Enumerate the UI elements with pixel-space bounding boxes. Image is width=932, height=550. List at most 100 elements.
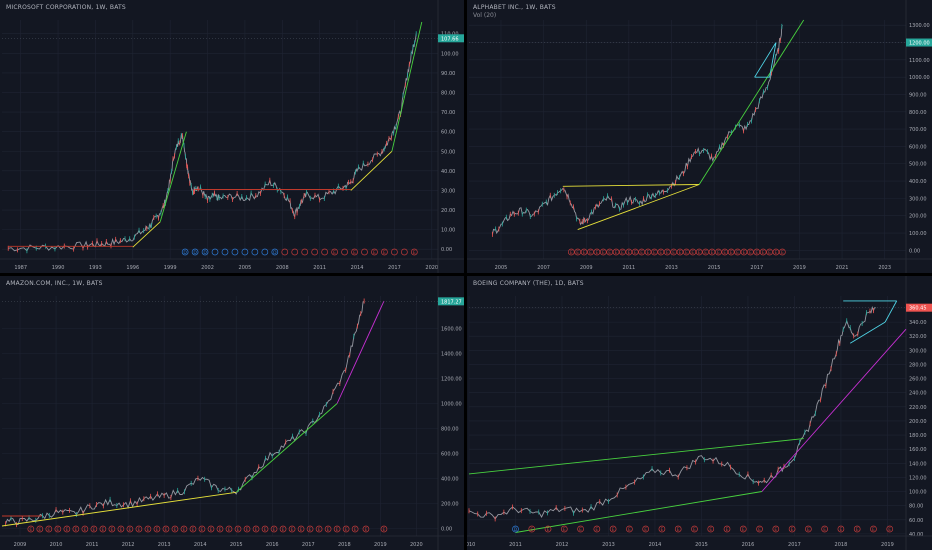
x-tick-label: 2023 <box>878 265 891 271</box>
earnings-marker <box>153 525 161 533</box>
ba-chart-panel[interactable]: 40.00 60.00 80.00 100.00 120.00 140.00 160.00 1… <box>467 276 932 550</box>
dividend-marker-label: D <box>203 250 207 256</box>
last-price-label: 107.66 <box>441 36 459 42</box>
earnings-marker-label: E <box>56 527 59 533</box>
earnings-marker-label: E <box>615 250 618 256</box>
price-series-line <box>8 33 417 252</box>
earnings-marker-label: E <box>83 527 86 533</box>
earnings-marker <box>609 525 617 533</box>
earnings-marker <box>162 525 170 533</box>
earnings-marker <box>380 525 388 533</box>
earnings-marker-label: E <box>365 527 368 533</box>
earnings-marker <box>574 248 582 256</box>
earnings-marker <box>626 525 633 533</box>
yellow-trendline <box>577 184 700 231</box>
x-tick-label: 2002 <box>201 265 214 271</box>
earnings-marker-label: E <box>693 527 696 533</box>
y-tick-label: 500.00 <box>909 162 927 168</box>
x-tick-label: 2013 <box>665 265 678 271</box>
earnings-marker <box>27 525 35 533</box>
y-tick-label: 0.00 <box>909 248 920 254</box>
earnings-marker-label: E <box>659 250 662 256</box>
earnings-marker <box>689 248 697 256</box>
x-tick-label: 2019 <box>793 265 806 271</box>
last-price-badge <box>906 38 932 47</box>
earnings-marker-label: E <box>677 527 680 533</box>
earnings-marker <box>772 525 780 533</box>
x-tick-label: 2019 <box>881 542 894 548</box>
earnings-marker <box>756 525 763 533</box>
earnings-marker-label: E <box>711 250 714 256</box>
earnings-marker <box>708 248 716 256</box>
earnings-marker <box>207 525 215 533</box>
x-tick-label: 1999 <box>164 265 177 271</box>
earnings-marker <box>333 525 341 533</box>
earnings-marker <box>567 248 575 256</box>
earnings-marker <box>528 525 536 533</box>
msft-chart-svg: 0.00 10.00 20.00 30.00 40.00 50.00 60.00 70.00 8… <box>0 0 464 273</box>
earnings-marker-label: E <box>579 527 582 533</box>
y-tick-label: 1300.00 <box>909 23 930 29</box>
earnings-marker <box>311 248 319 256</box>
amzn-chart-svg: 0.00 200.00 400.00 600.00 800.00 1000.00 1200.… <box>0 276 464 550</box>
earnings-marker-label: E <box>774 527 777 533</box>
earnings-marker-label: E <box>291 527 294 533</box>
last-price-label: 1817.27 <box>441 299 462 305</box>
earnings-marker-label: E <box>413 250 416 256</box>
y-tick-label: 200.00 <box>909 214 927 220</box>
earnings-marker <box>593 248 601 256</box>
y-tick-label: 0.00 <box>441 527 452 533</box>
earnings-marker <box>306 525 314 533</box>
x-tick-label: 2011 <box>623 265 636 271</box>
y-tick-label: 140.00 <box>909 461 927 467</box>
earnings-marker <box>651 248 658 256</box>
earnings-marker-label: E <box>255 527 258 533</box>
earnings-marker-label: E <box>576 250 579 256</box>
y-tick-label: 320.00 <box>909 334 927 340</box>
x-tick-label: 2016 <box>266 542 279 548</box>
y-tick-label: 50.00 <box>441 149 455 155</box>
x-tick-label: 2012 <box>556 542 569 548</box>
earnings-marker <box>670 248 677 256</box>
last-price-badge <box>906 303 932 312</box>
x-tick-label: 2005 <box>495 265 508 271</box>
earnings-marker <box>631 248 639 256</box>
earnings-marker-label: E <box>119 527 122 533</box>
earnings-marker <box>657 248 665 256</box>
dividend-marker <box>211 248 219 256</box>
dividend-marker <box>271 248 279 256</box>
earnings-marker-label: E <box>309 527 312 533</box>
earnings-marker-label: E <box>165 527 168 533</box>
dividend-marker-label: D <box>273 250 277 256</box>
x-tick-label: 2018 <box>835 542 848 548</box>
earnings-marker <box>715 248 722 256</box>
earnings-marker-label: E <box>110 527 113 533</box>
earnings-marker-label: E <box>101 527 104 533</box>
x-tick-label: 2008 <box>276 265 289 271</box>
green-trendline <box>235 403 338 493</box>
yellow-trendline <box>132 221 161 248</box>
dividend-marker-label: D <box>514 527 518 533</box>
x-tick-label: 2014 <box>194 542 207 548</box>
x-tick-label: 2011 <box>509 542 522 548</box>
price-series-line <box>468 305 876 520</box>
earnings-marker <box>297 525 305 533</box>
earnings-marker-label: E <box>672 250 675 256</box>
googl-chart-panel[interactable]: 0.00 100.00 200.00 300.00 400.00 500.00 600.00… <box>467 0 932 273</box>
earnings-marker-label: E <box>65 527 68 533</box>
y-tick-label: 1100.00 <box>909 58 930 64</box>
x-tick-label: 1996 <box>126 265 139 271</box>
x-tick-label: 2014 <box>649 542 662 548</box>
earnings-marker <box>580 248 588 256</box>
earnings-marker-label: E <box>174 527 177 533</box>
earnings-marker-label: E <box>723 250 726 256</box>
x-tick-label: 2013 <box>602 542 615 548</box>
earnings-marker-label: E <box>602 250 605 256</box>
earnings-marker <box>401 248 408 256</box>
earnings-marker-label: E <box>219 527 222 533</box>
amzn-chart-panel[interactable]: 0.00 200.00 400.00 600.00 800.00 1000.00 1200.… <box>0 276 464 550</box>
msft-chart-panel[interactable]: 0.00 10.00 20.00 30.00 40.00 50.00 60.00 70.00 8… <box>0 0 464 273</box>
y-tick-label: 600.00 <box>909 144 927 150</box>
x-tick-label: 2007 <box>537 265 550 271</box>
